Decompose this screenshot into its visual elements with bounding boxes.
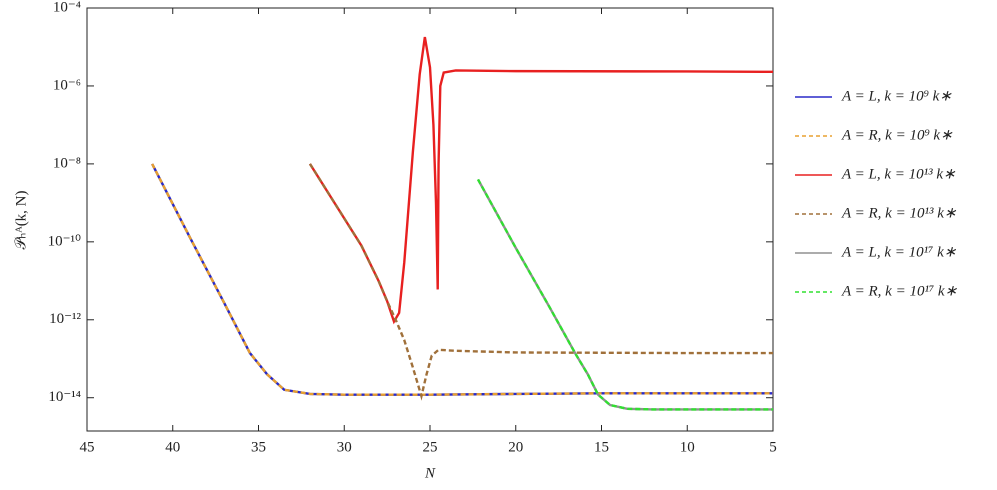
- y-tick-label: 10⁻¹⁰: [48, 233, 81, 249]
- x-tick-label: 15: [594, 439, 609, 455]
- x-tick-label: 5: [769, 439, 777, 455]
- data-line: [308, 163, 773, 401]
- data-line: [476, 178, 773, 411]
- x-tick-label: 30: [337, 439, 352, 455]
- x-tick-label: 25: [423, 439, 438, 455]
- x-tick-label: 35: [251, 439, 266, 455]
- x-tick-label: 45: [80, 439, 95, 455]
- data-line: [476, 178, 773, 411]
- y-tick-label: 10⁻¹²: [49, 311, 81, 327]
- x-tick-label: 40: [165, 439, 180, 455]
- y-tick-label: 10⁻⁴: [53, 0, 81, 15]
- y-axis-label: 𝒫ₕᴬ(k, N): [13, 190, 29, 249]
- data-line: [308, 36, 774, 325]
- x-axis-label: N: [424, 465, 436, 481]
- y-tick-label: 10⁻⁶: [53, 77, 81, 93]
- legend-label: A = L, k = 10¹³ k∗: [841, 166, 956, 182]
- y-tick-label: 10⁻⁸: [53, 155, 81, 171]
- legend-label: A = R, k = 10¹³ k∗: [841, 205, 957, 221]
- y-tick-label: 10⁻¹⁴: [48, 389, 81, 405]
- legend-label: A = R, k = 10¹⁷ k∗: [841, 283, 958, 299]
- x-tick-label: 10: [680, 439, 695, 455]
- data-line: [151, 163, 773, 396]
- legend-label: A = L, k = 10⁹ k∗: [841, 88, 952, 104]
- legend-label: A = R, k = 10⁹ k∗: [841, 127, 953, 143]
- x-tick-label: 20: [508, 439, 523, 455]
- legend-label: A = L, k = 10¹⁷ k∗: [841, 244, 957, 260]
- data-line: [151, 163, 773, 396]
